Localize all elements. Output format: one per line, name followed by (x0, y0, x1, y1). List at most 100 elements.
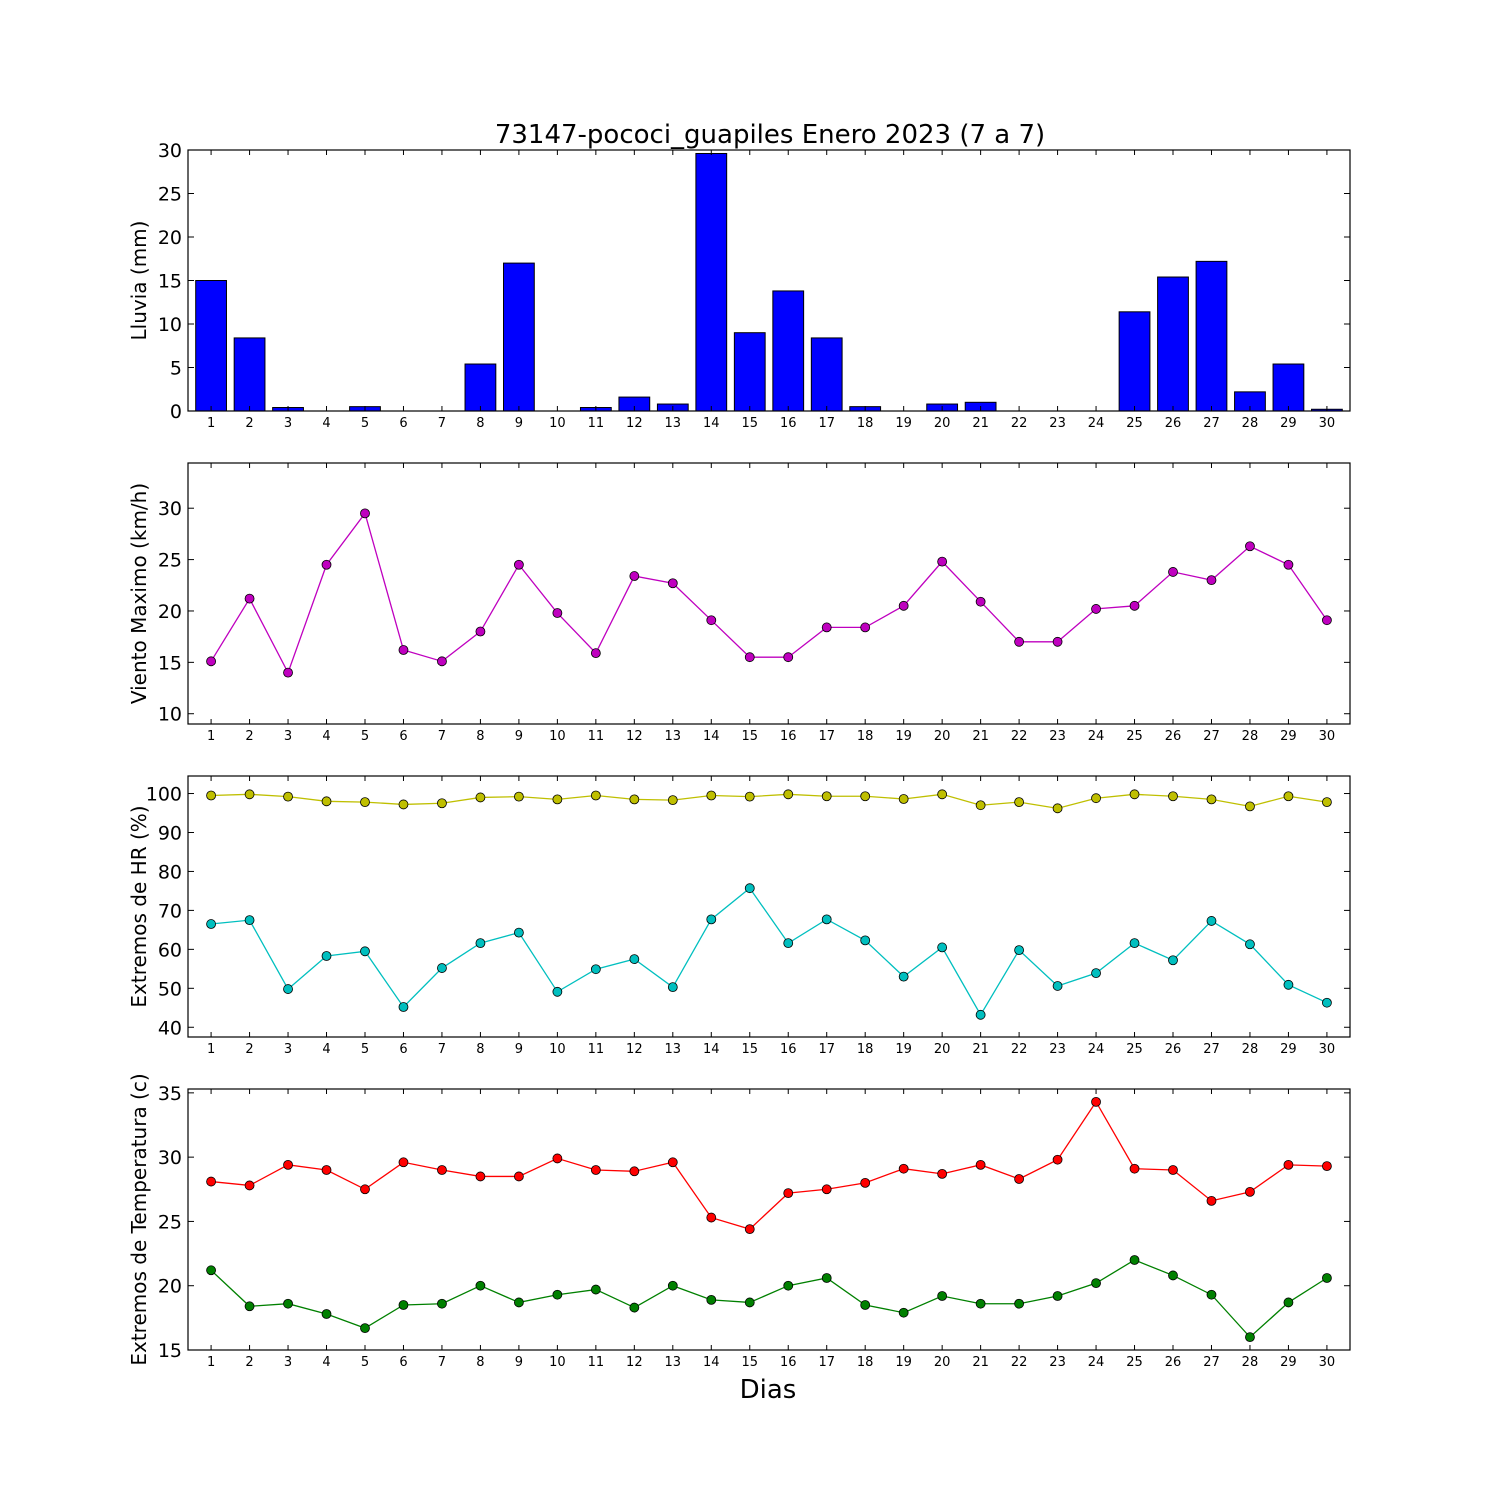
y-tick-label: 80 (158, 861, 182, 883)
point-s2-day-22 (1014, 1298, 1024, 1309)
point-s2-day-26 (1168, 955, 1178, 966)
x-tick-label: 22 (1011, 1042, 1028, 1057)
x-tick-label: 16 (780, 729, 797, 744)
point-s1-day-5 (360, 797, 370, 807)
x-tick-label: 9 (515, 729, 523, 744)
x-tick-label: 15 (741, 1355, 758, 1370)
point-s1-day-4 (321, 1165, 332, 1175)
point-s2-day-20 (937, 942, 948, 953)
point-s2-day-2 (244, 1301, 255, 1312)
y-tick-label: 30 (158, 1147, 182, 1169)
x-tick-label: 9 (515, 1042, 523, 1057)
x-tick-label: 16 (780, 416, 797, 431)
point-s2-day-11 (590, 1284, 601, 1295)
point-s1-day-18 (860, 1177, 871, 1188)
point-s2-day-7 (437, 1298, 447, 1309)
x-tick-label: 23 (1049, 1042, 1066, 1057)
x-tick-label: 5 (361, 729, 369, 744)
point-s1-day-4 (321, 796, 332, 807)
point-s2-day-22 (1014, 945, 1024, 956)
point-s2-day-9 (514, 927, 524, 938)
point-s1-day-2 (244, 1180, 255, 1191)
point-s1-day-3 (283, 1159, 293, 1170)
point-s1-day-27 (1206, 1195, 1217, 1206)
point-s2-day-30 (1322, 1273, 1332, 1283)
point-s1-day-1 (206, 790, 216, 801)
point-s1-day-17 (821, 1184, 832, 1195)
point-s1-day-20 (937, 1168, 948, 1179)
x-tick-label: 1 (207, 1042, 215, 1057)
point-s2-day-29 (1283, 1297, 1294, 1308)
point-s1-day-12 (629, 794, 640, 805)
point-s2-day-14 (706, 1294, 717, 1305)
point-s2-day-16 (783, 938, 794, 949)
x-tick-label: 29 (1280, 729, 1297, 744)
x-tick-label: 30 (1319, 729, 1336, 744)
point-s1-day-9 (514, 559, 524, 570)
x-tick-label: 29 (1280, 416, 1297, 431)
x-tick-label: 8 (476, 729, 484, 744)
point-s1-day-25 (1129, 600, 1140, 611)
point-s1-day-14 (706, 1212, 717, 1223)
x-tick-label: 24 (1088, 1042, 1105, 1057)
point-s1-day-4 (321, 559, 332, 570)
point-s1-day-23 (1052, 636, 1063, 647)
x-tick-label: 2 (245, 1355, 253, 1370)
x-tick-label: 11 (588, 729, 605, 744)
x-tick-label: 12 (626, 1355, 643, 1370)
point-s2-day-8 (475, 938, 486, 949)
point-s2-day-18 (860, 1300, 871, 1310)
point-s1-day-19 (898, 600, 909, 611)
x-tick-label: 6 (399, 729, 407, 744)
x-tick-label: 22 (1011, 729, 1028, 744)
x-tick-label: 12 (626, 729, 643, 744)
x-tick-label: 11 (588, 1042, 605, 1057)
x-tick-label: 25 (1126, 1355, 1143, 1370)
point-s1-day-30 (1322, 797, 1332, 807)
x-tick-label: 6 (399, 416, 407, 431)
y-axis-label: Extremos de HR (%) (127, 805, 151, 1007)
y-tick-label: 70 (158, 900, 182, 922)
x-tick-label: 5 (361, 1042, 369, 1057)
x-tick-label: 4 (322, 729, 330, 744)
point-s1-day-12 (629, 571, 640, 581)
point-s1-day-28 (1245, 1186, 1255, 1197)
point-s2-day-15 (744, 883, 755, 894)
x-tick-label: 18 (857, 1355, 874, 1370)
point-s1-day-15 (744, 791, 755, 802)
point-s2-day-2 (244, 915, 255, 926)
point-s2-day-13 (667, 1280, 678, 1291)
x-tick-label: 18 (857, 729, 874, 744)
y-tick-label: 100 (146, 784, 182, 806)
x-tick-label: 7 (438, 1355, 446, 1370)
x-tick-label: 15 (741, 729, 758, 744)
point-s2-day-27 (1206, 916, 1217, 926)
x-tick-label: 18 (857, 416, 874, 431)
point-s1-day-17 (821, 622, 832, 633)
point-s1-day-15 (744, 652, 755, 663)
series-line-1 (211, 1100, 1327, 1230)
x-tick-label: 2 (245, 729, 253, 744)
x-tick-label: 30 (1319, 1042, 1336, 1057)
point-s1-day-8 (475, 792, 486, 803)
x-tick-label: 26 (1165, 1355, 1182, 1370)
point-s1-day-30 (1322, 1161, 1332, 1172)
y-tick-label: 30 (158, 498, 182, 520)
y-tick-label: 20 (158, 227, 182, 249)
x-tick-label: 16 (780, 1355, 797, 1370)
point-s2-day-23 (1052, 981, 1063, 991)
point-s1-day-28 (1245, 541, 1255, 552)
point-s1-day-22 (1014, 636, 1024, 647)
x-tick-label: 27 (1203, 729, 1220, 744)
point-s1-day-5 (360, 1184, 370, 1195)
x-tick-label: 28 (1242, 1042, 1259, 1057)
point-s1-day-2 (244, 789, 255, 800)
x-tick-label: 17 (818, 1355, 835, 1370)
point-s1-day-29 (1283, 791, 1294, 802)
point-s1-day-23 (1052, 1154, 1063, 1165)
x-tick-label: 21 (972, 1355, 989, 1370)
point-s2-day-5 (360, 1323, 370, 1334)
point-s2-day-28 (1245, 1332, 1255, 1343)
